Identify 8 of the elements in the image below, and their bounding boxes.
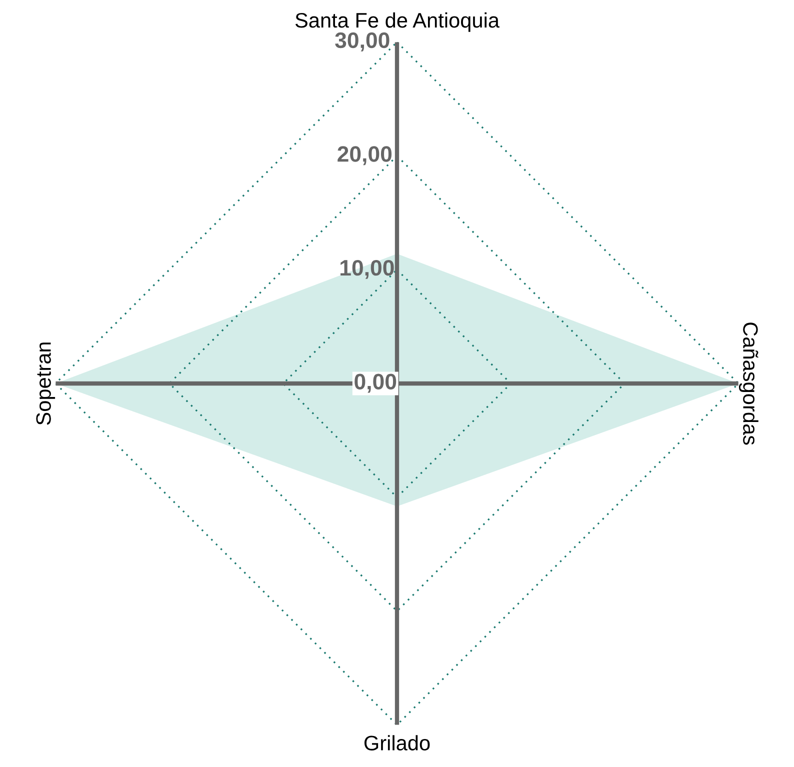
y-tick-label: 30,00 [335, 32, 390, 52]
y-tick-label: 20,00 [338, 146, 392, 166]
spoke-label: Santa Fe de Antioquia [295, 12, 500, 32]
spoke-label: Cañasgordas [738, 322, 758, 445]
y-tick-label: 10,00 [340, 260, 394, 279]
spoke-label: Sopetran [36, 342, 56, 425]
y-tick-label: 0,00 [354, 374, 396, 393]
spoke-label: Grilado [364, 735, 430, 750]
